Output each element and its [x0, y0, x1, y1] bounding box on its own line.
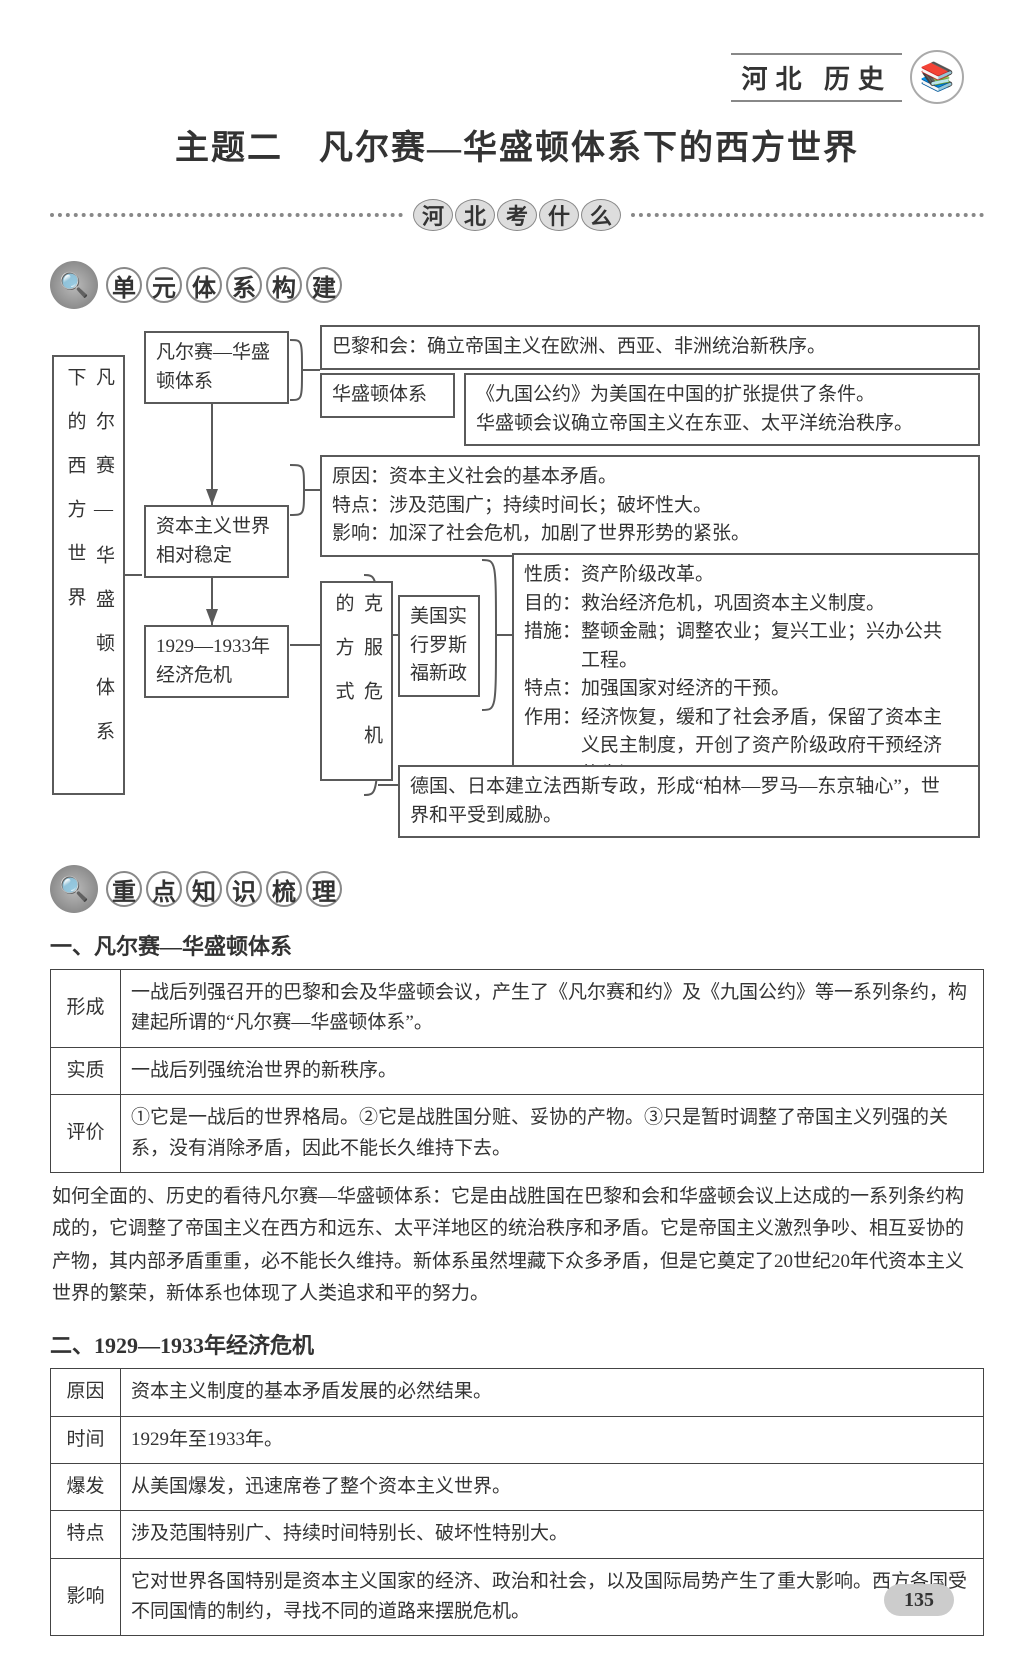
hc2-1: 重	[106, 871, 142, 907]
t2-r4-lbl: 影响	[51, 1558, 121, 1636]
dots-left	[50, 213, 403, 217]
t2-r0-val: 资本主义制度的基本矛盾发展的必然结果。	[121, 1369, 984, 1416]
pill-1: 河	[413, 199, 453, 231]
table-row: 爆发 从美国爆发，迅速席卷了整个资本主义世界。	[51, 1463, 984, 1510]
flow-n3b-text: 德国、日本建立法西斯专政，形成“柏林—罗马—东京轴心”，世 界和平受到威胁。	[398, 765, 980, 838]
t2-r3-lbl: 特点	[51, 1511, 121, 1558]
t2-r2-val: 从美国爆发，迅速席卷了整个资本主义世界。	[121, 1463, 984, 1510]
flow-n2-text: 原因：资本主义社会的基本矛盾。 特点：涉及范围广；持续时间长；破坏性大。 影响：…	[320, 455, 980, 557]
table-2: 原因 资本主义制度的基本矛盾发展的必然结果。 时间 1929年至1933年。 爆…	[50, 1368, 984, 1636]
hc1-2: 元	[146, 267, 182, 303]
magnifier-icon: 🔍	[50, 261, 98, 309]
section-head-knowledge: 🔍 重 点 知 识 梳 理	[50, 865, 984, 913]
hc1-5: 构	[266, 267, 302, 303]
page-title: 主题二 凡尔赛—华盛顿体系下的西方世界	[50, 120, 984, 169]
hc2-3: 知	[186, 871, 222, 907]
t1-r1-lbl: 实质	[51, 1047, 121, 1094]
flow-n3a-label: 美国实 行罗斯 福新政	[398, 595, 480, 697]
hc1-6: 建	[306, 267, 342, 303]
t1-r0-lbl: 形成	[51, 970, 121, 1048]
flow-n3: 1929—1933年 经济危机	[144, 625, 289, 698]
flow-n3-sub: 克 服 危 机 的 方 式	[320, 581, 393, 781]
flow-n3a-text: 性质：资产阶级改革。 目的：救治经济危机，巩固资本主义制度。 措施：整顿金融；调…	[512, 553, 980, 797]
exam-divider: 河 北 考 什 么	[50, 199, 984, 231]
t2-r2-lbl: 爆发	[51, 1463, 121, 1510]
page-number: 135	[884, 1584, 954, 1616]
table-row: 原因 资本主义制度的基本矛盾发展的必然结果。	[51, 1369, 984, 1416]
table-row: 形成 一战后列强召开的巴黎和会及华盛顿会议，产生了《凡尔赛和约》及《九国公约》等…	[51, 970, 984, 1048]
t1-r2-lbl: 评价	[51, 1095, 121, 1173]
t2-r0-lbl: 原因	[51, 1369, 121, 1416]
flow-n1a: 巴黎和会：确立帝国主义在欧洲、西亚、非洲统治新秩序。	[320, 325, 980, 370]
pill-4: 什	[539, 199, 579, 231]
hc1-3: 体	[186, 267, 222, 303]
magnifier-icon-2: 🔍	[50, 865, 98, 913]
flow-root: 凡 尔 赛 — 华 盛 顿 体 系 下 的 西 方 世 界	[52, 355, 125, 795]
hc1-4: 系	[226, 267, 262, 303]
table-row: 实质 一战后列强统治世界的新秩序。	[51, 1047, 984, 1094]
table-1: 形成 一战后列强召开的巴黎和会及华盛顿会议，产生了《凡尔赛和约》及《九国公约》等…	[50, 969, 984, 1173]
flowchart: 凡 尔 赛 — 华 盛 顿 体 系 下 的 西 方 世 界 凡尔赛—华盛 顿体系…	[52, 325, 982, 845]
t2-r1-lbl: 时间	[51, 1416, 121, 1463]
flow-n1b-label: 华盛顿体系	[320, 373, 455, 418]
t2-r4-val: 它对世界各国特别是资本主义国家的经济、政治和社会，以及国际局势产生了重大影响。西…	[121, 1558, 984, 1636]
exam-label-row: 河 北 考 什 么	[413, 199, 621, 231]
hc2-5: 梳	[266, 871, 302, 907]
dots-right	[631, 213, 984, 217]
hc1-1: 单	[106, 267, 142, 303]
pill-3: 考	[497, 199, 537, 231]
t1-title: 一、凡尔赛—华盛顿体系	[50, 929, 984, 961]
hc2-6: 理	[306, 871, 342, 907]
flow-n2: 资本主义世界 相对稳定	[144, 505, 289, 578]
subject-label: 河北 历史	[731, 53, 902, 102]
flow-n1b-text: 《九国公约》为美国在中国的扩张提供了条件。 华盛顿会议确立帝国主义在东亚、太平洋…	[464, 373, 980, 446]
table-row: 影响 它对世界各国特别是资本主义国家的经济、政治和社会，以及国际局势产生了重大影…	[51, 1558, 984, 1636]
subject-banner: 河北 历史 📚	[731, 50, 964, 104]
section-head-structure: 🔍 单 元 体 系 构 建	[50, 261, 984, 309]
pill-5: 么	[581, 199, 621, 231]
t2-r1-val: 1929年至1933年。	[121, 1416, 984, 1463]
t2-title: 二、1929—1933年经济危机	[50, 1328, 984, 1360]
hc2-4: 识	[226, 871, 262, 907]
t2-r3-val: 涉及范围特别广、持续时间特别长、破坏性特别大。	[121, 1511, 984, 1558]
hc2-2: 点	[146, 871, 182, 907]
flow-n1: 凡尔赛—华盛 顿体系	[144, 331, 289, 404]
table-row: 特点 涉及范围特别广、持续时间特别长、破坏性特别大。	[51, 1511, 984, 1558]
pill-2: 北	[455, 199, 495, 231]
table-row: 时间 1929年至1933年。	[51, 1416, 984, 1463]
t1-paragraph: 如何全面的、历史的看待凡尔赛—华盛顿体系：它是由战胜国在巴黎和会和华盛顿会议上达…	[50, 1173, 984, 1314]
t1-r0-val: 一战后列强召开的巴黎和会及华盛顿会议，产生了《凡尔赛和约》及《九国公约》等一系列…	[121, 970, 984, 1048]
book-icon: 📚	[910, 50, 964, 104]
table-row: 评价 ①它是一战后的世界格局。②它是战胜国分赃、妥协的产物。③只是暂时调整了帝国…	[51, 1095, 984, 1173]
t1-r2-val: ①它是一战后的世界格局。②它是战胜国分赃、妥协的产物。③只是暂时调整了帝国主义列…	[121, 1095, 984, 1173]
t1-r1-val: 一战后列强统治世界的新秩序。	[121, 1047, 984, 1094]
